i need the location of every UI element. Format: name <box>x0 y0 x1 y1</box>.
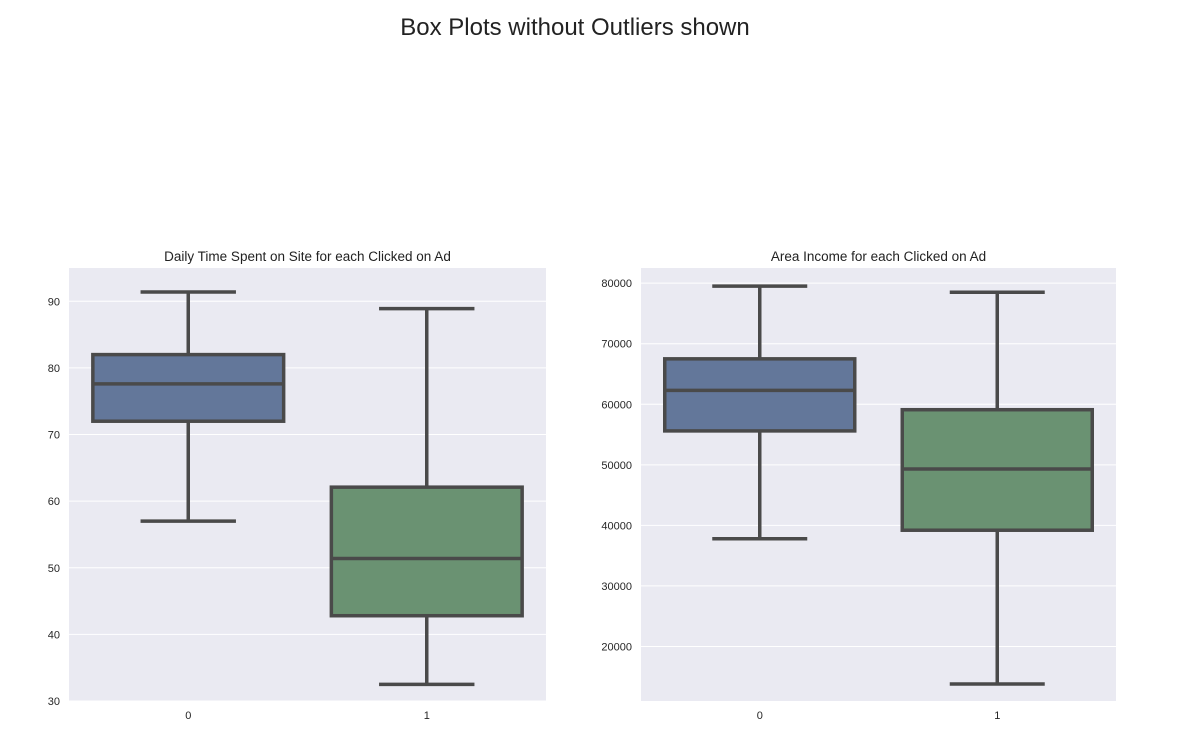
left-x-tick-label: 0 <box>185 710 191 722</box>
figure-title: Box Plots without Outliers shown <box>400 14 750 41</box>
left-box-1-iqr-box <box>329 485 524 618</box>
right-x-tick-label: 1 <box>994 710 1000 722</box>
right-axes-title: Area Income for each Clicked on Ad <box>771 249 986 264</box>
left-x-tick-label: 1 <box>424 710 430 722</box>
left-y-tick-label: 60 <box>48 496 60 508</box>
right-y-tick-label: 80000 <box>601 278 632 290</box>
right-y-tick-label: 20000 <box>601 641 632 653</box>
left-box-0-iqr-box <box>91 352 286 423</box>
left-box-plot-axes: 30 40 50 60 70 80 90 Daily Time Spent on Site f… <box>48 249 546 722</box>
left-y-tick-label: 30 <box>48 696 60 708</box>
left-y-tick-label: 90 <box>48 296 60 308</box>
right-x-tick-label: 0 <box>757 710 763 722</box>
right-box-0-iqr-box <box>663 357 857 433</box>
left-y-tick-label: 40 <box>48 629 60 641</box>
left-y-tick-label: 70 <box>48 430 60 442</box>
right-y-tick-label: 70000 <box>601 339 632 351</box>
right-box-plot-axes: 20000 30000 40000 50000 60000 70000 80000 Area … <box>601 249 1116 722</box>
right-y-tick-label: 40000 <box>601 520 632 532</box>
left-y-tick-label: 80 <box>48 363 60 375</box>
right-y-tick-label: 30000 <box>601 581 632 593</box>
left-plot-area <box>69 268 546 701</box>
right-y-tick-label: 60000 <box>601 399 632 411</box>
right-y-tick-label: 50000 <box>601 460 632 472</box>
left-axes-title: Daily Time Spent on Site for each Clicke… <box>164 249 451 264</box>
left-y-tick-label: 50 <box>48 563 60 575</box>
